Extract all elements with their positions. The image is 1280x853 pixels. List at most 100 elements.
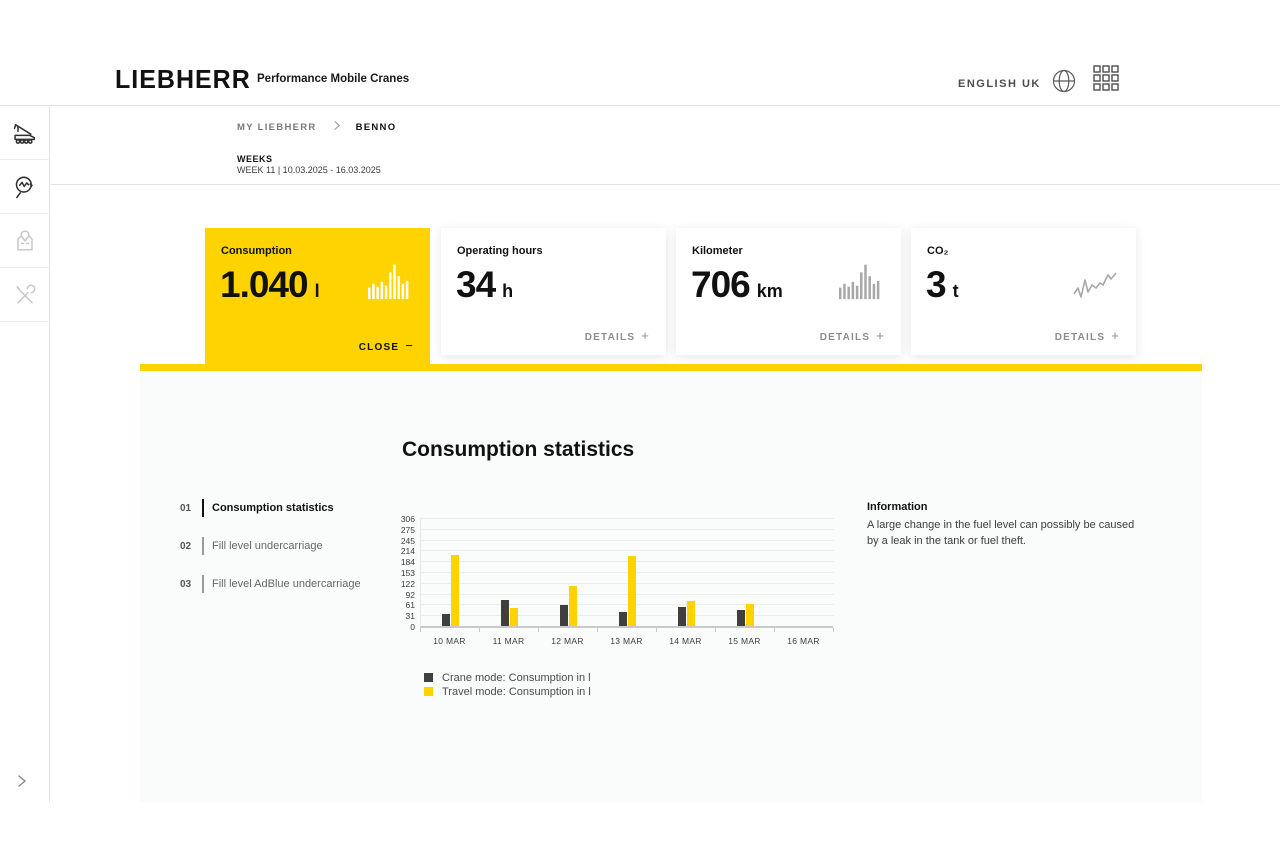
card-consumption[interactable]: Consumption 1.040 l CLOSE −	[205, 228, 430, 371]
breadcrumb-my-liebherr[interactable]: MY LIEBHERR	[237, 121, 317, 133]
section-nav: 01 Consumption statistics 02 Fill level …	[180, 498, 361, 612]
y-tick-label: 31	[405, 611, 415, 622]
y-tick-label: 0	[410, 622, 415, 632]
nav-item-number: 03	[180, 578, 192, 590]
bar-travel-mode	[746, 603, 754, 626]
breadcrumb: MY LIEBHERR BENNO	[237, 118, 396, 136]
y-tick-label: 245	[400, 535, 415, 546]
sidebar-expand-chevron-icon[interactable]	[14, 773, 30, 794]
performance-search-icon	[15, 176, 33, 198]
information-title: Information	[867, 501, 928, 513]
sidebar-item-operator[interactable]	[0, 214, 50, 268]
bar-crane-mode	[501, 599, 509, 626]
details-button[interactable]: DETAILS +	[819, 328, 885, 343]
legend-swatch-crane	[424, 673, 433, 682]
legend-label: Crane mode: Consumption in l	[442, 671, 591, 684]
close-button[interactable]: CLOSE −	[358, 338, 414, 353]
bar-travel-mode	[451, 554, 459, 626]
breadcrumb-current: BENNO	[355, 121, 397, 133]
x-tick-label: 13 MAR	[610, 636, 643, 646]
nav-item-label: Consumption statistics	[212, 502, 334, 514]
y-tick-label: 122	[400, 578, 415, 589]
bar-group-12-mar	[560, 586, 577, 626]
nav-item-divider	[202, 499, 204, 517]
period-selector[interactable]: WEEKS WEEK 11 | 10.03.2025 - 16.03.2025	[237, 154, 381, 175]
bar-chart-icon	[839, 260, 883, 305]
language-switcher[interactable]: ENGLISH UK	[958, 68, 1077, 99]
card-label: CO₂	[927, 245, 949, 257]
bar-crane-mode	[560, 605, 568, 626]
nav-item-divider	[202, 537, 204, 555]
bar-chart-icon	[368, 260, 412, 305]
chart-gridline	[421, 539, 834, 541]
y-tick-label: 275	[400, 524, 415, 535]
card-operating-hours[interactable]: Operating hours 34 h DETAILS +	[441, 228, 666, 355]
x-tick-label: 15 MAR	[728, 636, 761, 646]
nav-item-consumption-statistics[interactable]: 01 Consumption statistics	[180, 498, 361, 518]
detail-panel	[140, 371, 1202, 802]
bar-group-10-mar	[442, 554, 459, 626]
chart-gridline	[421, 561, 834, 563]
chart-gridline	[421, 572, 834, 573]
x-axis-tick	[479, 628, 480, 632]
y-tick-label: 61	[405, 600, 415, 611]
information-body: A large change in the fuel level can pos…	[867, 519, 1135, 547]
nav-item-fill-level-undercarriage[interactable]: 02 Fill level undercarriage	[180, 536, 361, 556]
bar-crane-mode	[737, 609, 745, 626]
x-tick-label: 11 MAR	[492, 636, 525, 646]
chart-x-axis	[420, 626, 833, 628]
chart-legend: Crane mode: Consumption in l Travel mode…	[424, 671, 591, 699]
x-tick-label: 16 MAR	[787, 636, 820, 646]
details-button[interactable]: DETAILS +	[584, 328, 650, 343]
bar-group-14-mar	[678, 600, 695, 626]
x-axis-tick	[774, 628, 775, 632]
sidebar-item-service[interactable]	[0, 268, 50, 322]
section-title: Consumption statistics	[402, 438, 635, 461]
mobile-crane-icon	[13, 123, 36, 144]
sidebar-item-performance[interactable]	[0, 160, 50, 214]
chart-gridline	[421, 604, 834, 606]
nav-item-fill-level-adblue[interactable]: 03 Fill level AdBlue undercarriage	[180, 574, 361, 594]
card-value: 1.040 l	[220, 264, 320, 305]
language-label: ENGLISH UK	[958, 77, 1041, 90]
nav-item-number: 02	[180, 540, 192, 552]
bar-travel-mode	[628, 556, 636, 626]
bar-group-11-mar	[501, 599, 518, 626]
chart-gridline	[421, 518, 834, 519]
y-tick-label: 153	[400, 568, 415, 578]
sidebar-item-cranes[interactable]	[0, 106, 50, 160]
safety-vest-icon	[17, 229, 33, 251]
bar-group-15-mar	[737, 603, 754, 626]
bar-crane-mode	[619, 612, 627, 626]
apps-grid-icon[interactable]	[1092, 64, 1120, 92]
nav-item-divider	[202, 575, 204, 593]
x-tick-label: 14 MAR	[669, 636, 702, 646]
x-axis-tick	[715, 628, 716, 632]
liebherr-logo: LIEBHERR	[115, 65, 251, 95]
bar-crane-mode	[442, 613, 450, 626]
information-box: Information A large change in the fuel l…	[867, 501, 1139, 549]
chart-gridline	[421, 593, 834, 595]
nav-item-label: Fill level undercarriage	[212, 540, 323, 552]
period-label: WEEKS	[237, 154, 273, 164]
x-axis-tick	[833, 628, 834, 632]
x-tick-label: 10 MAR	[433, 636, 466, 646]
card-label: Operating hours	[457, 245, 543, 257]
bar-travel-mode	[687, 600, 695, 626]
period-value: WEEK 11 | 10.03.2025 - 16.03.2025	[237, 165, 381, 175]
y-tick-label: 306	[400, 514, 415, 524]
card-label: Kilometer	[692, 245, 743, 257]
nav-item-label: Fill level AdBlue undercarriage	[212, 578, 361, 590]
chart-gridline	[421, 582, 834, 584]
legend-swatch-travel	[424, 687, 433, 696]
details-button[interactable]: DETAILS +	[1054, 328, 1120, 343]
breadcrumb-band: MY LIEBHERR BENNO WEEKS WEEK 11 | 10.03.…	[51, 106, 1280, 185]
chart-y-axis-labels: 0 31 61 92 122 153 184 214 245 275 306	[380, 514, 415, 632]
chart-gridline	[421, 615, 834, 617]
line-chart-icon	[1072, 268, 1118, 307]
card-kilometer[interactable]: Kilometer 706 km DETAILS +	[676, 228, 901, 355]
bar-crane-mode	[678, 606, 686, 626]
